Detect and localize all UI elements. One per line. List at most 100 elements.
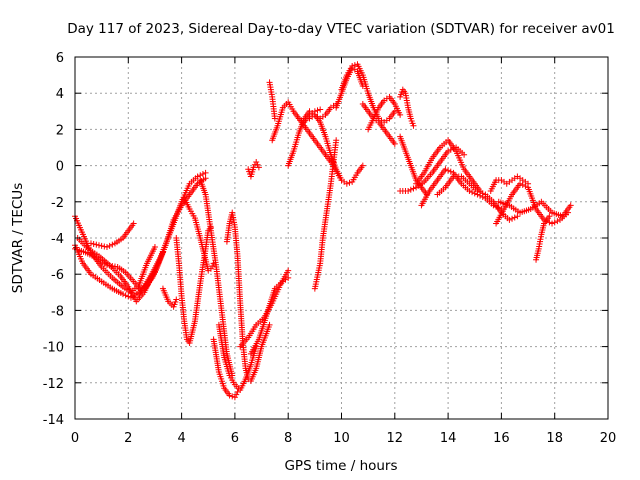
data-point: [343, 180, 350, 187]
data-point: [254, 161, 261, 168]
data-point: [405, 187, 412, 194]
y-tick-label: -12: [43, 377, 64, 392]
data-point: [209, 263, 216, 270]
y-tick-label: -6: [51, 268, 64, 283]
x-tick-labels: 0 2 4 6 8 10 12 14 16 18 20: [71, 431, 616, 446]
y-axis-label: SDTVAR / TECUs: [10, 183, 26, 293]
data-point: [109, 241, 116, 248]
data-point: [173, 296, 180, 303]
y-tick-label: -4: [51, 232, 64, 247]
data-point: [151, 244, 158, 251]
data-point: [509, 215, 516, 222]
data-point: [479, 190, 486, 197]
y-tick-labels: -14 -12 -10 -8 -6 -4 -2 0 2 4 6: [43, 51, 64, 428]
series-arc-5: [87, 220, 137, 251]
x-tick-label: 4: [177, 431, 185, 446]
data-point: [442, 166, 449, 173]
y-tick-label: -10: [43, 341, 64, 356]
data-point: [87, 240, 94, 247]
data-point: [410, 122, 417, 129]
data-point: [202, 169, 209, 176]
series-arc-7: [141, 175, 209, 294]
data-point: [546, 213, 553, 220]
data-point: [90, 241, 97, 248]
data-point: [525, 180, 532, 187]
data-point: [407, 186, 414, 193]
data-point: [410, 185, 417, 192]
series-arc-31: [413, 137, 484, 194]
data-point: [514, 213, 521, 220]
x-tick-label: 2: [124, 431, 132, 446]
y-tick-label: -2: [51, 196, 64, 211]
y-tick-label: 2: [56, 123, 64, 138]
x-tick-label: 6: [231, 431, 239, 446]
series-arc-24: [333, 64, 366, 111]
series-arc-17: [245, 158, 262, 180]
series-arc-10: [181, 195, 217, 274]
data-point: [101, 243, 108, 250]
x-tick-label: 14: [440, 431, 457, 446]
data-point: [445, 167, 452, 174]
series-arc-20: [285, 101, 340, 169]
data-point: [391, 140, 398, 147]
data-point: [250, 164, 257, 171]
data-point: [194, 173, 201, 180]
y-tick-label: -8: [51, 304, 64, 319]
data-point: [397, 111, 404, 118]
data-point: [333, 137, 340, 144]
data-point: [199, 171, 206, 178]
series-arc-16: [247, 274, 292, 357]
data-markers: [72, 61, 574, 401]
series-arc-27: [365, 93, 404, 133]
axis-ticks: [74, 56, 609, 420]
y-tick-label: -14: [43, 413, 64, 428]
series-arc-36: [487, 173, 532, 194]
x-tick-label: 20: [600, 431, 617, 446]
data-point: [469, 189, 476, 196]
x-tick-label: 18: [546, 431, 563, 446]
data-point: [229, 393, 236, 400]
data-point: [359, 162, 366, 169]
data-point: [567, 202, 574, 209]
series-arc-37: [533, 213, 553, 263]
x-tick-label: 0: [71, 431, 79, 446]
series-arc-8: [159, 285, 180, 310]
series-arc-13: [210, 336, 241, 401]
x-tick-label: 16: [493, 431, 510, 446]
data-point: [474, 187, 481, 194]
series-arc-9: [173, 224, 214, 346]
data-point: [231, 394, 238, 401]
y-tick-label: 0: [56, 160, 64, 175]
data-point: [466, 187, 473, 194]
y-tick-label: 4: [56, 87, 64, 102]
data-point: [98, 242, 105, 249]
data-point: [202, 175, 209, 182]
series-arc-23: [311, 137, 340, 292]
series-arc-28: [397, 86, 417, 129]
data-point: [130, 220, 137, 227]
data-point: [549, 220, 556, 227]
y-tick-label: 6: [56, 51, 64, 66]
data-point: [517, 180, 524, 187]
data-point: [266, 321, 273, 328]
data-point: [106, 242, 113, 249]
series-arc-18: [266, 79, 278, 122]
series-arc-21: [295, 115, 366, 187]
series-arc-22: [306, 111, 345, 184]
data-point: [338, 177, 345, 184]
data-point: [255, 164, 262, 171]
series-arc-30: [397, 144, 468, 194]
x-axis-label: GPS time / hours: [284, 458, 397, 474]
data-point: [233, 391, 240, 398]
data-point: [461, 151, 468, 158]
data-point: [554, 218, 561, 225]
data-point: [103, 244, 110, 251]
x-tick-label: 12: [387, 431, 404, 446]
data-point: [95, 242, 102, 249]
data-point: [285, 267, 292, 274]
data-point: [93, 241, 100, 248]
data-point: [253, 158, 260, 165]
data-point: [506, 216, 513, 223]
data-point: [119, 291, 126, 298]
